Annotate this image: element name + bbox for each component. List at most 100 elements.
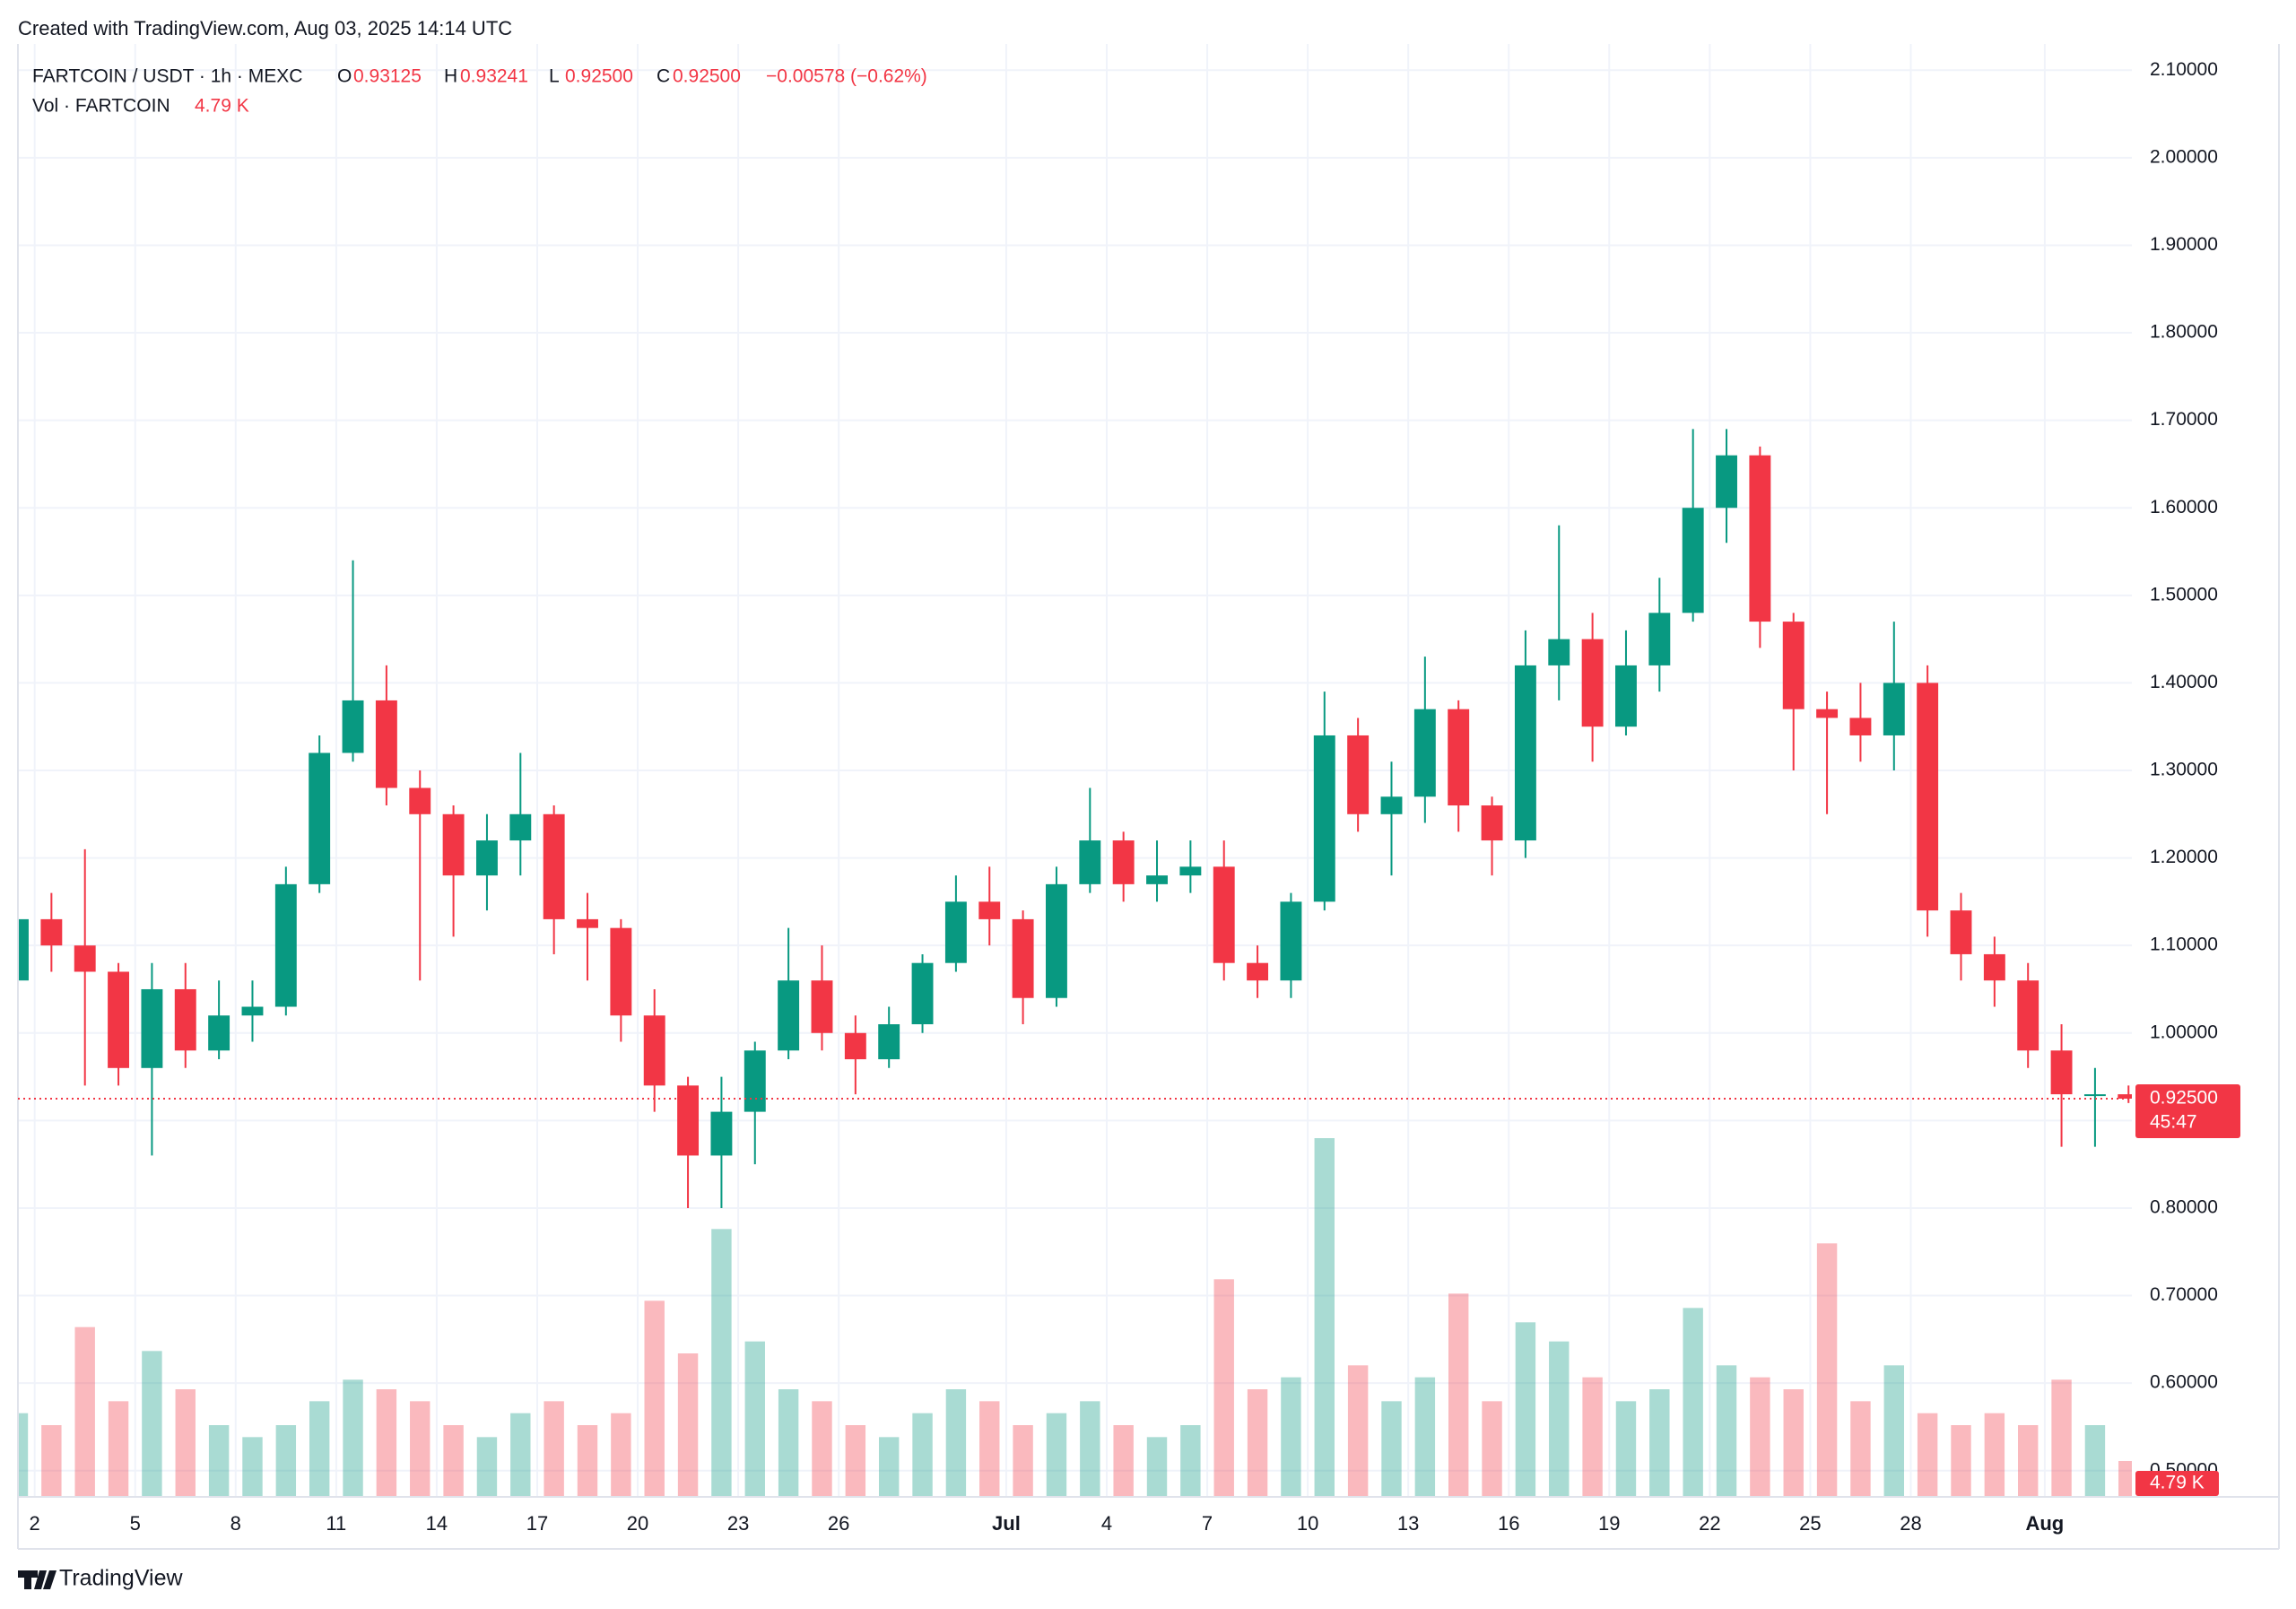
y-tick-label: 1.50000 [2150, 584, 2218, 604]
volume-bar [1883, 1365, 1904, 1497]
candle-body [1413, 709, 1436, 797]
candle-body [1347, 735, 1370, 814]
volume-bar [1281, 1377, 1301, 1497]
y-tick-label: 2.10000 [2150, 59, 2218, 80]
volume-bar [1783, 1389, 1804, 1497]
volume-bar [1917, 1413, 1938, 1497]
volume-bar [1515, 1322, 1536, 1497]
candle-body [1716, 455, 1737, 509]
logo-text: TradingView [59, 1566, 184, 1591]
volume-bar [443, 1425, 464, 1497]
volume-bar [410, 1401, 430, 1497]
candle-body [375, 700, 397, 788]
x-tick-label: 26 [828, 1512, 849, 1535]
volume-bar [1180, 1425, 1201, 1497]
candle-body [1950, 910, 1972, 954]
candle-body [1816, 709, 1839, 718]
volume-pane [18, 1138, 2132, 1497]
volume-legend: Vol · FARTCOIN [32, 96, 170, 117]
candle-body [1615, 665, 1637, 727]
volume-bar [1716, 1365, 1737, 1497]
y-tick-label: 1.30000 [2150, 760, 2218, 780]
candle-body [710, 1111, 733, 1156]
candle-body [1079, 840, 1101, 884]
candle-body [1548, 639, 1570, 665]
candle-body [878, 1024, 900, 1060]
candle-body [1046, 883, 1067, 998]
volume-bar [1314, 1138, 1335, 1497]
volume-bar [1816, 1243, 1838, 1497]
candle-body [141, 988, 163, 1068]
volume-bar [1582, 1377, 1603, 1497]
volume-bar [1984, 1413, 2005, 1497]
ohlc-value: 0.92500 [565, 66, 633, 87]
candle-body [1481, 805, 1503, 841]
candle-body [108, 971, 130, 1068]
volume-bar [1381, 1401, 1402, 1497]
x-tick-label: 2 [30, 1512, 40, 1535]
candle-body [1313, 735, 1335, 902]
candle-body [74, 945, 96, 972]
volume-bar [1615, 1401, 1637, 1497]
candle-body [1247, 962, 1269, 981]
volume-bar [1080, 1401, 1100, 1497]
candle-body [2083, 1094, 2106, 1097]
volume-bar [644, 1300, 665, 1497]
volume-bar [2084, 1425, 2106, 1497]
y-tick-label: 1.90000 [2150, 234, 2218, 255]
volume-bar [18, 1413, 29, 1497]
candle-body [1112, 840, 1135, 884]
y-tick-label: 0.70000 [2150, 1284, 2218, 1305]
volume-bar [577, 1425, 598, 1497]
candle-body [1012, 918, 1034, 998]
candle-body [18, 918, 29, 981]
volume-bar [74, 1326, 95, 1497]
volume-bar [1951, 1425, 1971, 1497]
volume-bar [1146, 1437, 1168, 1497]
volume-bar [1750, 1377, 1770, 1497]
volume-bar [1013, 1425, 1033, 1497]
last-price-label: 0.92500 [2150, 1088, 2218, 1109]
candle-body [610, 927, 632, 1016]
candle-body [342, 700, 364, 753]
ohlc-value: 0.92500 [673, 66, 741, 87]
volume-tag [2135, 1471, 2219, 1496]
y-tick-label: 0.60000 [2150, 1372, 2218, 1393]
x-tick-label: 5 [130, 1512, 141, 1535]
volume-bar [1448, 1293, 1469, 1497]
candle-body [1380, 796, 1403, 814]
logo: TradingView [18, 1566, 184, 1591]
volume-bar [343, 1379, 363, 1497]
volume-bar [309, 1401, 330, 1497]
x-tick-label: 14 [426, 1512, 448, 1535]
candle-body [811, 980, 833, 1033]
symbol: FARTCOIN / USDT · 1h · MEXC [32, 66, 302, 87]
candle-body [2050, 1050, 2073, 1095]
volume-bar [744, 1341, 765, 1497]
candle-body [844, 1032, 866, 1060]
candle-body [2017, 980, 2039, 1051]
volume-bar [2051, 1379, 2072, 1497]
candle-body [643, 1015, 665, 1086]
volume-bar [208, 1425, 230, 1497]
candle-body [744, 1050, 766, 1112]
y-tick-label: 1.40000 [2150, 672, 2218, 692]
volume-bar [544, 1401, 564, 1497]
volume-bar [2017, 1425, 2039, 1497]
candle-body [1280, 901, 1302, 981]
volume-bar [376, 1389, 397, 1497]
volume-bar [1482, 1401, 1502, 1497]
candle-body [409, 787, 431, 814]
ohlc-value: 0.93241 [460, 66, 528, 87]
candle-body [944, 901, 967, 963]
x-tick-label: 11 [326, 1512, 346, 1535]
volume-bar [1549, 1341, 1570, 1497]
candle-body [241, 1006, 264, 1016]
volume-bar [1683, 1308, 1703, 1497]
countdown: 45:47 [2150, 1112, 2197, 1133]
candle-body [1749, 455, 1771, 622]
volume-bar [778, 1389, 799, 1497]
volume-tag-label: 4.79 K [2150, 1473, 2205, 1493]
y-tick-label: 1.70000 [2150, 409, 2218, 430]
